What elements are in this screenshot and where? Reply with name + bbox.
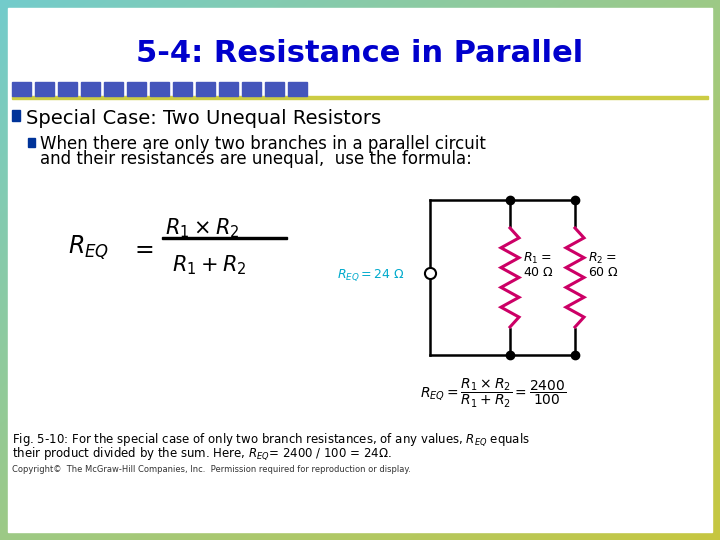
Text: Special Case: Two Unequal Resistors: Special Case: Two Unequal Resistors — [26, 109, 381, 127]
Bar — [219, 82, 238, 96]
Text: $R_{EQ} = \dfrac{R_1 \times R_2}{R_1 + R_2} = \dfrac{2400}{100}$: $R_{EQ} = \dfrac{R_1 \times R_2}{R_1 + R… — [420, 376, 567, 409]
Bar — [58, 82, 77, 96]
Text: Fig. 5-10: For the special case of only two branch resistances, of any values, $: Fig. 5-10: For the special case of only … — [12, 431, 530, 448]
Bar — [288, 82, 307, 96]
Bar — [12, 82, 31, 96]
Text: $R_1 + R_2$: $R_1 + R_2$ — [172, 253, 246, 277]
Bar — [196, 82, 215, 96]
Bar — [499, 228, 521, 327]
Bar — [127, 82, 146, 96]
Text: When there are only two branches in a parallel circuit: When there are only two branches in a pa… — [40, 135, 486, 153]
Bar — [12, 110, 20, 121]
Text: $R_{EQ}$: $R_{EQ}$ — [68, 234, 109, 262]
Bar — [104, 82, 123, 96]
Text: their product divided by the sum. Here, $\mathit{R_{EQ}}$= 2400 / 100 = 24$\Omeg: their product divided by the sum. Here, … — [12, 446, 392, 462]
Text: $R_1 \times R_2$: $R_1 \times R_2$ — [165, 216, 240, 240]
Bar — [150, 82, 169, 96]
Text: 5-4: Resistance in Parallel: 5-4: Resistance in Parallel — [136, 38, 584, 68]
Bar — [564, 228, 586, 327]
Bar — [242, 82, 261, 96]
Bar — [81, 82, 100, 96]
Bar — [35, 82, 54, 96]
Bar — [173, 82, 192, 96]
Text: Copyright©  The McGraw-Hill Companies, Inc.  Permission required for reproductio: Copyright© The McGraw-Hill Companies, In… — [12, 464, 410, 474]
Bar — [12, 96, 708, 99]
Text: $60\ \Omega$: $60\ \Omega$ — [588, 266, 619, 279]
Text: $R_1 =$: $R_1 =$ — [523, 251, 552, 266]
Text: $=$: $=$ — [130, 236, 154, 260]
Text: $R_{EQ} = 24\ \Omega$: $R_{EQ} = 24\ \Omega$ — [337, 268, 405, 284]
Text: $R_2 =$: $R_2 =$ — [588, 251, 616, 266]
Bar — [265, 82, 284, 96]
Bar — [162, 237, 287, 239]
Bar — [28, 138, 35, 147]
Text: $40\ \Omega$: $40\ \Omega$ — [523, 266, 554, 279]
Text: and their resistances are unequal,  use the formula:: and their resistances are unequal, use t… — [40, 150, 472, 168]
